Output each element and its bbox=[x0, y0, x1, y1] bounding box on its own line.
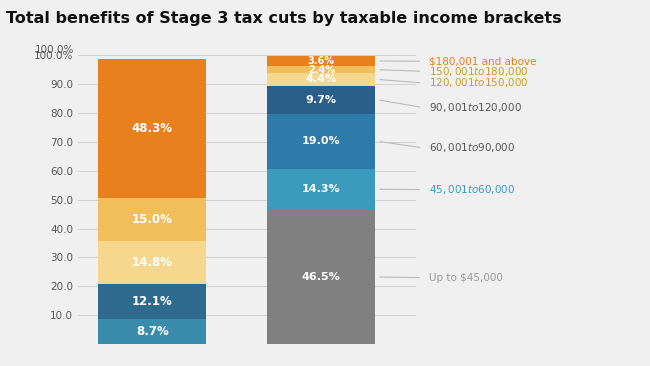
Text: 19.0%: 19.0% bbox=[302, 136, 341, 146]
Bar bbox=[267, 73, 376, 86]
Text: 14.8%: 14.8% bbox=[132, 256, 173, 269]
Text: $180,001 and above: $180,001 and above bbox=[429, 56, 536, 66]
Bar bbox=[267, 210, 376, 344]
Text: 3.6%: 3.6% bbox=[308, 56, 335, 66]
Bar bbox=[98, 241, 207, 284]
Text: 15.0%: 15.0% bbox=[132, 213, 173, 226]
Text: 12.1%: 12.1% bbox=[132, 295, 173, 308]
Text: Up to $45,000: Up to $45,000 bbox=[429, 273, 503, 283]
Text: 100.0%: 100.0% bbox=[35, 45, 75, 55]
Bar bbox=[98, 319, 207, 344]
Text: 8.7%: 8.7% bbox=[136, 325, 169, 338]
Text: 46.5%: 46.5% bbox=[302, 272, 341, 282]
Bar bbox=[267, 66, 376, 73]
Bar bbox=[267, 86, 376, 114]
Bar bbox=[267, 169, 376, 210]
Text: $45,001 to $60,000: $45,001 to $60,000 bbox=[429, 183, 515, 196]
Text: 4.4%: 4.4% bbox=[306, 74, 337, 85]
Bar bbox=[267, 114, 376, 169]
Bar bbox=[98, 284, 207, 319]
Text: $120,001 to $150,000: $120,001 to $150,000 bbox=[429, 76, 528, 89]
Text: Total benefits of Stage 3 tax cuts by taxable income brackets: Total benefits of Stage 3 tax cuts by ta… bbox=[6, 11, 562, 26]
Bar bbox=[267, 56, 376, 66]
Text: 14.3%: 14.3% bbox=[302, 184, 341, 194]
Bar bbox=[98, 59, 207, 198]
Text: 48.3%: 48.3% bbox=[132, 122, 173, 135]
Text: $150,001 to $180,000: $150,001 to $180,000 bbox=[429, 65, 528, 78]
Text: 2.4%: 2.4% bbox=[308, 65, 335, 75]
Text: $60,001 to $90,000: $60,001 to $90,000 bbox=[429, 141, 515, 154]
Text: 9.7%: 9.7% bbox=[306, 95, 337, 105]
Bar bbox=[98, 198, 207, 241]
Text: $90,001 to $120,000: $90,001 to $120,000 bbox=[429, 101, 522, 114]
